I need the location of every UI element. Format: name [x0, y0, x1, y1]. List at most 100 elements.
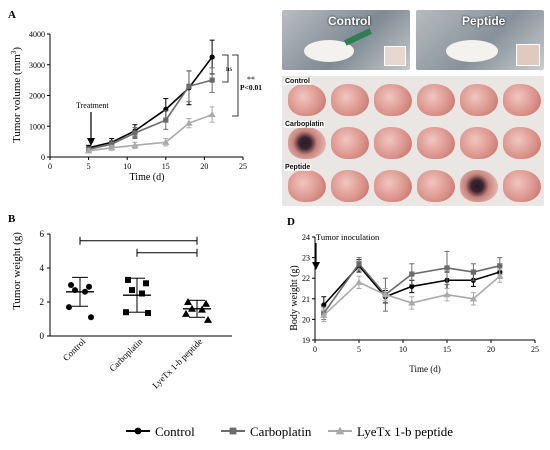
tumor-image — [417, 84, 455, 116]
photo-peptide-mouse: Peptide — [416, 10, 544, 70]
data-point-lyetx-1-b-peptide — [496, 272, 504, 279]
data-point-lyetx-1-b-peptide — [381, 291, 389, 298]
x-tick-label: 25 — [531, 345, 539, 354]
x-tick-label: 15 — [162, 162, 170, 171]
x-tick-label: 20 — [487, 345, 495, 354]
inoculation-annotation: Tumor inoculation — [316, 232, 380, 242]
panel-d-body-weight-chart: D Body weight (g) Time (d) Tumor inocula… — [287, 216, 539, 374]
y-tick-label: 3000 — [29, 61, 45, 70]
row-label-peptide: Peptide — [284, 164, 312, 171]
data-point-control — [321, 302, 327, 308]
tumor-image — [374, 127, 412, 159]
tumor-image — [331, 127, 369, 159]
data-point-control — [66, 304, 72, 311]
data-point-lyetx-1-b-peptide — [208, 110, 216, 118]
mouse-image — [446, 40, 498, 62]
data-point-lyetx-1-b-peptide — [108, 144, 116, 151]
data-point-lyetx-1-b-peptide — [408, 299, 416, 306]
data-point-carboplatin — [186, 83, 192, 89]
data-point-lyetx-1-b-peptide — [162, 138, 170, 145]
panel-d-letter: D — [287, 216, 295, 228]
x-tick-label: 20 — [200, 162, 208, 171]
category-label-lyetx-1-b-peptide: LyeTx 1-b peptide — [150, 336, 204, 390]
x-tick-label: 0 — [48, 162, 52, 171]
data-point-lyetx-1-b-peptide — [85, 147, 93, 154]
category-label-control: Control — [61, 336, 88, 363]
tumor-image — [374, 170, 412, 202]
data-point-carboplatin — [139, 290, 145, 297]
data-point-carboplatin — [163, 117, 169, 123]
legend-label-control: Control — [155, 424, 195, 439]
tumor-image — [288, 170, 326, 202]
panel-b-letter: B — [8, 213, 16, 225]
x-tick-label: 5 — [357, 345, 361, 354]
panel-a-letter: A — [8, 9, 16, 21]
series-line-lyetx-1-b-peptide — [88, 113, 213, 152]
data-point-lyetx-1-b-peptide — [469, 295, 477, 302]
significance-stars: ** — [247, 75, 255, 84]
y-tick-label: 0 — [41, 153, 45, 162]
tumor-image — [288, 127, 326, 159]
y-tick-label: 1000 — [29, 122, 45, 131]
treatment-arrow-head — [87, 138, 95, 146]
panel-c-photo-montage: Control Peptide Control Carboplatin Pept… — [282, 10, 544, 206]
y-tick-label: 6 — [40, 229, 45, 239]
legend-label-carboplatin: Carboplatin — [250, 424, 312, 439]
x-tick-label: 0 — [313, 345, 317, 354]
y-tick-label: 24 — [302, 233, 310, 242]
category-label-carboplatin: Carboplatin — [107, 336, 144, 373]
series-line-carboplatin — [88, 79, 213, 151]
legend-marker-carboplatin — [229, 427, 237, 435]
significance-bracket — [232, 54, 239, 117]
ns-bracket — [222, 54, 229, 83]
tumor-image — [460, 84, 498, 116]
data-point-control — [209, 54, 215, 60]
tumor-image — [460, 170, 498, 202]
data-point-control — [409, 283, 415, 290]
data-point-carboplatin — [409, 271, 415, 277]
x-tick-label: 5 — [87, 162, 91, 171]
data-point-carboplatin — [143, 280, 149, 287]
y-tick-label: 0 — [40, 331, 45, 341]
data-point-lyetx-1-b-peptide — [182, 309, 190, 317]
data-point-carboplatin — [470, 269, 476, 275]
ns-label: ns — [226, 65, 233, 73]
row-label-control: Control — [284, 78, 311, 85]
inset-image — [384, 46, 406, 66]
data-point-lyetx-1-b-peptide — [185, 119, 193, 126]
y-tick-label: 20 — [302, 315, 310, 324]
legend-marker-control — [134, 427, 142, 435]
data-point-carboplatin — [109, 141, 115, 147]
figure-legend: Control Carboplatin LyeTx 1-b peptide — [126, 424, 453, 439]
y-tick-label: 4000 — [29, 30, 45, 39]
data-point-lyetx-1-b-peptide — [202, 299, 210, 307]
tumor-image — [503, 84, 541, 116]
row-label-carboplatin: Carboplatin — [284, 121, 325, 128]
tumor-image — [331, 84, 369, 116]
tumor-image — [288, 84, 326, 116]
x-tick-label: 25 — [239, 162, 247, 171]
p-value-label: P<0.01 — [240, 83, 262, 92]
data-point-lyetx-1-b-peptide — [184, 298, 192, 305]
y-tick-label: 2000 — [29, 92, 45, 101]
x-tick-label: 10 — [123, 162, 131, 171]
tumor-image — [331, 170, 369, 202]
panel-d-ylabel: Body weight (g) — [289, 265, 300, 331]
data-point-lyetx-1-b-peptide — [131, 141, 139, 148]
legend-label-lyetx-1-b-peptide: LyeTx 1-b peptide — [357, 424, 453, 439]
panel-a-ylabel: Tumor volume (mm3) — [10, 47, 23, 143]
tumor-image — [503, 170, 541, 202]
tumor-image — [503, 127, 541, 159]
x-tick-label: 15 — [443, 345, 451, 354]
data-point-carboplatin — [125, 276, 131, 283]
data-point-carboplatin — [356, 261, 362, 267]
tumor-image — [417, 170, 455, 202]
inoculation-arrow-head — [312, 262, 320, 270]
inset-image — [516, 44, 540, 66]
data-point-carboplatin — [132, 130, 138, 136]
panel-a-tumor-volume-chart: A Tumor volume (mm3) Time (d) Treatment … — [8, 9, 262, 183]
y-tick-label: 21 — [302, 295, 310, 304]
y-tick-label: 19 — [302, 336, 310, 345]
data-point-control — [88, 314, 94, 321]
syringe-image — [344, 28, 372, 46]
